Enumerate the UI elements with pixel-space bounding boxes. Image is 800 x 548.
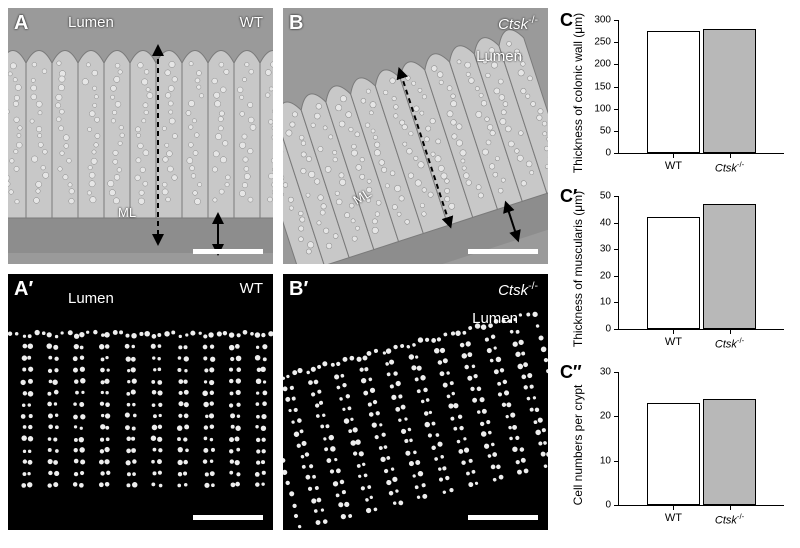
bar-WT: [647, 217, 700, 329]
y-tick-label: 100: [594, 103, 611, 114]
scale-bar: [193, 249, 263, 254]
genotype-label: Ctsk-/-: [498, 280, 538, 299]
x-tick-label: WT: [665, 160, 682, 172]
charts-column: C Thickness of colonic wall (μm) 0501001…: [560, 8, 792, 540]
genotype-label: WT: [240, 280, 263, 297]
bar-Ctsk: [703, 399, 756, 505]
y-tick-label: 50: [600, 191, 611, 202]
bar-WT: [647, 403, 700, 505]
lumen-label: Lumen: [68, 290, 114, 307]
y-tick-label: 30: [600, 244, 611, 255]
ml-label: ML: [118, 205, 136, 220]
y-tick-label: 50: [600, 125, 611, 136]
panel-B: B Lumen Ctsk-/- ML: [283, 8, 548, 264]
y-tick-label: 10: [600, 455, 611, 466]
y-tick-label: 30: [600, 367, 611, 378]
lumen-label: Lumen: [476, 48, 522, 65]
y-tick-label: 0: [605, 500, 611, 511]
y-tick-label: 40: [600, 217, 611, 228]
image-row-bottom: A′ Lumen WT B′ Lumen Ctsk-/-: [8, 274, 548, 530]
figure-root: A Lumen WT ML B Lumen Ctsk-/- ML A′ L: [0, 0, 800, 548]
scale-bar: [468, 249, 538, 254]
panel-A: A Lumen WT ML: [8, 8, 273, 264]
y-tick-label: 300: [594, 15, 611, 26]
chart-C-doubleprime: C″ Cell numbers per crypt 0102030WTCtsk-…: [560, 360, 792, 530]
x-tick-label: Ctsk-/-: [715, 512, 744, 527]
chart-C-prime: C′ Thickness of muscularis (μm) 01020304…: [560, 184, 792, 354]
lumen-label: Lumen: [68, 14, 114, 31]
histology-phase-WT: [8, 8, 273, 264]
panel-label: A′: [14, 278, 33, 301]
x-tick-label: Ctsk-/-: [715, 160, 744, 175]
x-tick-label: WT: [665, 512, 682, 524]
x-tick-label: Ctsk-/-: [715, 336, 744, 351]
lumen-label: Lumen: [472, 310, 518, 327]
plot-region: 050100150200250300WTCtsk-/-: [618, 20, 784, 154]
genotype-label: Ctsk-/-: [498, 14, 538, 33]
bar-Ctsk: [703, 29, 756, 153]
histology-phase-KO: [283, 8, 548, 264]
chart-C: C Thickness of colonic wall (μm) 0501001…: [560, 8, 792, 178]
y-tick-label: 20: [600, 411, 611, 422]
y-tick-label: 10: [600, 297, 611, 308]
genotype-label: WT: [240, 14, 263, 31]
y-tick-label: 250: [594, 37, 611, 48]
plot-region: 0102030WTCtsk-/-: [618, 372, 784, 506]
plot-region: 01020304050WTCtsk-/-: [618, 196, 784, 330]
image-row-top: A Lumen WT ML B Lumen Ctsk-/- ML: [8, 8, 548, 264]
bar-WT: [647, 31, 700, 153]
scale-bar: [193, 515, 263, 520]
panel-label: B′: [289, 278, 308, 301]
y-axis-label: Thickness of colonic wall (μm): [571, 13, 585, 173]
y-tick-label: 150: [594, 81, 611, 92]
y-tick-label: 0: [605, 324, 611, 335]
bar-Ctsk: [703, 204, 756, 329]
panel-label: B: [289, 12, 303, 35]
chart-area: Cell numbers per crypt 0102030WTCtsk-/-: [584, 360, 792, 530]
y-axis-label: Thickness of muscularis (μm): [571, 191, 585, 347]
scale-bar: [468, 515, 538, 520]
chart-area: Thickness of muscularis (μm) 01020304050…: [584, 184, 792, 354]
y-tick-label: 200: [594, 59, 611, 70]
images-column: A Lumen WT ML B Lumen Ctsk-/- ML A′ L: [8, 8, 548, 540]
x-tick-label: WT: [665, 336, 682, 348]
y-tick-label: 0: [605, 148, 611, 159]
panel-A-prime: A′ Lumen WT: [8, 274, 273, 530]
histology-fluor-WT: [8, 274, 273, 530]
panel-B-prime: B′ Lumen Ctsk-/-: [283, 274, 548, 530]
y-axis-label: Cell numbers per crypt: [571, 385, 585, 506]
chart-area: Thickness of colonic wall (μm) 050100150…: [584, 8, 792, 178]
y-tick-label: 20: [600, 270, 611, 281]
panel-label: A: [14, 12, 28, 35]
